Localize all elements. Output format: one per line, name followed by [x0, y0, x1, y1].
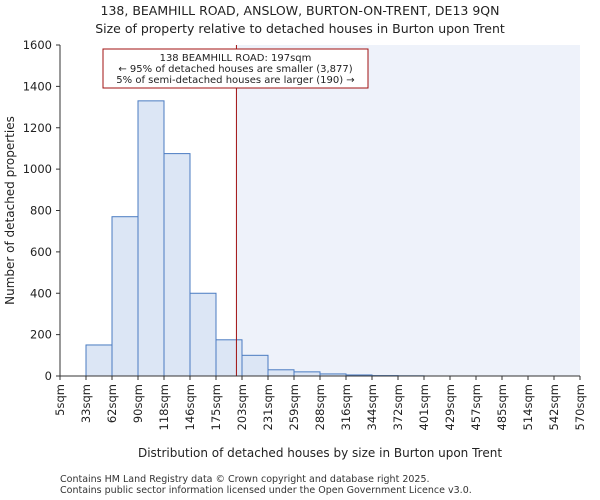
- x-tick-62sqm: 62sqm: [105, 376, 119, 423]
- bar-62sqm: [111, 216, 139, 377]
- y-tick-label: 400: [30, 286, 52, 300]
- larger-than-subject-shading: [236, 45, 580, 376]
- annotation-box: [102, 48, 369, 89]
- x-tick-label: 146sqm: [183, 384, 197, 430]
- x-tick-288sqm: 288sqm: [313, 376, 327, 430]
- x-tick-label: 401sqm: [417, 384, 431, 430]
- bar-175sqm: [215, 339, 243, 377]
- y-tick-label: 1400: [23, 79, 52, 93]
- y-tick-800: 800: [30, 204, 60, 218]
- chart-title: 138, BEAMHILL ROAD, ANSLOW, BURTON-ON-TR…: [100, 3, 500, 18]
- x-tick-259sqm: 259sqm: [287, 376, 301, 430]
- x-tick-label: 457sqm: [469, 384, 483, 430]
- x-tick-label: 288sqm: [313, 384, 327, 430]
- footer-copyright: Contains HM Land Registry data © Crown c…: [60, 474, 430, 485]
- x-tick-label: 372sqm: [391, 384, 405, 430]
- x-tick-542sqm: 542sqm: [547, 376, 561, 430]
- x-tick-372sqm: 372sqm: [391, 376, 405, 430]
- x-tick-33sqm: 33sqm: [79, 376, 93, 423]
- x-tick-146sqm: 146sqm: [183, 376, 197, 430]
- footer-licence: Contains public sector information licen…: [60, 485, 472, 496]
- x-tick-570sqm: 570sqm: [573, 376, 587, 430]
- axes-group: 0 200 400 600 800 1000 1200 1400 1600 5sqm 33sqm 62…: [23, 38, 587, 430]
- bar-146sqm: [189, 292, 217, 377]
- y-tick-label: 1200: [23, 121, 52, 135]
- x-tick-457sqm: 457sqm: [469, 376, 483, 430]
- bar-33sqm: [85, 344, 113, 377]
- x-tick-label: 570sqm: [573, 384, 587, 430]
- bar-231sqm: [267, 369, 295, 377]
- bar-203sqm: [241, 354, 269, 377]
- x-tick-label: 203sqm: [235, 384, 249, 430]
- x-tick-label: 90sqm: [131, 384, 145, 423]
- x-axis-label: Distribution of detached houses by size …: [138, 446, 502, 460]
- x-tick-label: 514sqm: [521, 384, 535, 430]
- y-tick-600: 600: [30, 245, 60, 259]
- x-tick-label: 62sqm: [105, 384, 119, 423]
- x-tick-485sqm: 485sqm: [495, 376, 509, 430]
- x-tick-5sqm: 5sqm: [53, 376, 67, 416]
- y-tick-label: 0: [45, 369, 52, 383]
- annotation-line-2: ← 95% of detached houses are smaller (3,…: [118, 64, 352, 75]
- x-tick-label: 542sqm: [547, 384, 561, 430]
- x-tick-401sqm: 401sqm: [417, 376, 431, 430]
- y-tick-200: 200: [30, 328, 60, 342]
- x-tick-label: 485sqm: [495, 384, 509, 430]
- bar-259sqm: [293, 371, 321, 377]
- y-tick-1200: 1200: [23, 121, 60, 135]
- y-tick-label: 1000: [23, 162, 52, 176]
- x-tick-label: 33sqm: [79, 384, 93, 423]
- y-tick-label: 800: [30, 204, 52, 218]
- y-tick-label: 1600: [23, 38, 52, 52]
- histogram-chart: 0 200 400 600 800 1000 1200 1400 1600 5sqm 33sqm 62…: [3, 38, 587, 460]
- x-tick-label: 175sqm: [209, 384, 223, 430]
- x-tick-514sqm: 514sqm: [521, 376, 535, 430]
- x-tick-429sqm: 429sqm: [443, 376, 457, 430]
- y-tick-label: 600: [30, 245, 52, 259]
- y-tick-0: 0: [45, 369, 60, 383]
- x-tick-label: 429sqm: [443, 384, 457, 430]
- x-tick-175sqm: 175sqm: [209, 376, 223, 430]
- annotation-line-3: 5% of semi-detached houses are larger (1…: [116, 75, 354, 86]
- y-tick-label: 200: [30, 328, 52, 342]
- x-tick-label: 316sqm: [339, 384, 353, 430]
- annotation-group: 138 BEAMHILL ROAD: 197sqm ← 95% of detac…: [102, 48, 369, 89]
- x-tick-203sqm: 203sqm: [235, 376, 249, 430]
- y-tick-1400: 1400: [23, 79, 60, 93]
- bars-group: [85, 100, 425, 377]
- x-tick-231sqm: 231sqm: [261, 376, 275, 430]
- x-tick-90sqm: 90sqm: [131, 376, 145, 423]
- x-tick-label: 259sqm: [287, 384, 301, 430]
- x-tick-344sqm: 344sqm: [365, 376, 379, 430]
- y-tick-1000: 1000: [23, 162, 60, 176]
- x-tick-label: 344sqm: [365, 384, 379, 430]
- y-tick-1600: 1600: [23, 38, 60, 52]
- chart-subtitle: Size of property relative to detached ho…: [95, 21, 505, 36]
- y-tick-400: 400: [30, 286, 60, 300]
- x-tick-label: 231sqm: [261, 384, 275, 430]
- annotation-line-1: 138 BEAMHILL ROAD: 197sqm: [160, 53, 312, 64]
- x-tick-316sqm: 316sqm: [339, 376, 353, 430]
- x-tick-label: 118sqm: [157, 384, 171, 430]
- x-tick-118sqm: 118sqm: [157, 376, 171, 430]
- y-axis-label: Number of detached properties: [3, 116, 17, 305]
- bar-118sqm: [163, 153, 191, 377]
- x-tick-label: 5sqm: [53, 384, 67, 416]
- bar-90sqm: [137, 100, 165, 377]
